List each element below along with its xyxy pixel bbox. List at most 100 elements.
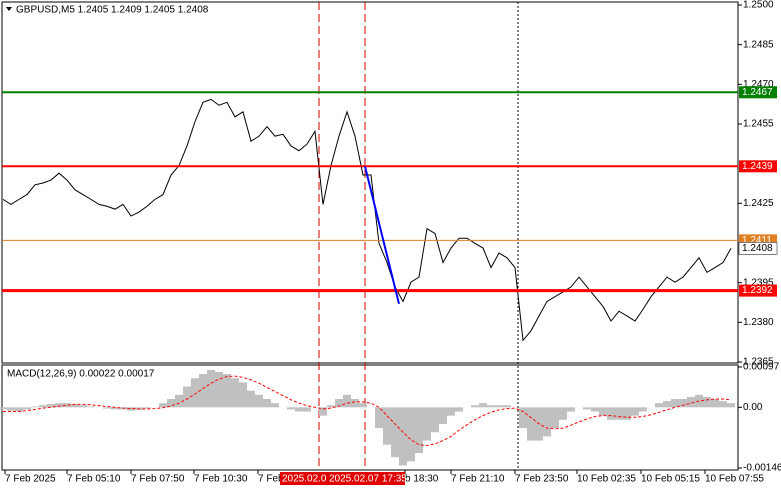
histogram-bar [431,407,439,433]
histogram-bar [175,394,183,408]
histogram-bar [0,407,7,410]
histogram-bar [631,407,639,416]
histogram-bar [487,405,495,408]
histogram-bar [455,407,463,412]
histogram-bar [471,405,479,408]
histogram-bar [319,407,327,416]
y-tick-label: 0.00097 [743,362,780,373]
x-tick-label: 7 Feb [258,474,284,485]
histogram-bar [447,407,455,416]
histogram-bar [71,403,79,408]
histogram-bar [671,399,679,408]
macd-title: MACD(12,26,9) 0.00022 0.00017 [7,369,155,380]
y-tick-label: 1.2380 [743,317,774,328]
y-tick-label: 1.2500 [743,0,774,11]
histogram-bar [391,407,399,458]
histogram-bar [47,403,55,408]
histogram-bar [143,407,151,409]
histogram-bar [663,401,671,408]
histogram-bar [383,407,391,445]
level-label: 1.2467 [742,87,773,98]
histogram-bar [591,407,599,412]
histogram-bar [87,406,95,408]
histogram-bar [39,405,47,408]
histogram-bar [303,407,311,412]
dropdown-icon [6,7,12,11]
histogram-bar [327,405,335,408]
trend-line [364,166,400,305]
histogram-bar [191,378,199,408]
histogram-bar [583,407,591,410]
histogram-bar [159,403,167,408]
histogram-bar [687,396,695,408]
histogram-bar [295,407,303,412]
signal-line [3,375,732,447]
histogram-bar [231,378,239,408]
histogram-bar [599,407,607,416]
histogram-bar [223,374,231,408]
y-tick-label: 1.2485 [743,39,774,50]
histogram-bar [215,371,223,408]
histogram-bar [79,405,87,408]
x-tick-label: 7 Feb 23:50 [515,474,569,485]
histogram-bar [7,407,15,411]
histogram-bar [23,407,31,410]
y-tick-label: 1.2425 [743,198,774,209]
histogram-bar [639,407,647,412]
histogram-bar [207,369,215,408]
histogram-bar [351,399,359,408]
y-tick-label: 1.2470 [743,79,774,90]
last-price-box [738,242,778,255]
x-tick-label: b 18:30 [405,474,439,485]
level-label-box [739,284,777,297]
histogram-bar [263,399,271,408]
histogram-bar [727,403,735,408]
histogram-bar [271,403,279,408]
histogram-bar [519,407,527,429]
y-tick-label: -0.00146 [743,463,781,474]
x-tick-label: 10 Feb 07:55 [705,474,764,485]
histogram-bar [255,394,263,408]
histogram-bar [503,405,511,408]
histogram-bar [495,405,503,408]
histogram-bar [359,403,367,408]
level-label: 1.2392 [742,285,773,296]
marker-label-box [327,472,405,485]
chart-title: GBPUSD,M5 1.2405 1.2409 1.2405 1.2408 [16,5,209,16]
marker-label-box [280,472,327,485]
level-label-box [739,86,777,99]
y-tick-label: 1.2395 [743,277,774,288]
histogram-bar [719,401,727,408]
histogram-bar [375,407,383,429]
histogram-bar [479,403,487,408]
histogram-bar [247,390,255,408]
x-tick-label: 7 Feb 10:30 [194,474,248,485]
histogram-bar [55,403,63,408]
histogram-bar [103,407,111,409]
histogram-bar [343,394,351,408]
x-tick-label: 7 Feb 05:10 [67,474,121,485]
histogram-bar [199,374,207,408]
histogram-bar [183,386,191,408]
y-tick-label: 1.2455 [743,119,774,130]
y-tick-label: 0.00 [743,402,763,413]
histogram-bar [551,407,559,429]
histogram-bar [167,399,175,408]
histogram-bar [679,399,687,408]
x-tick-label: 7 Feb 07:50 [131,474,185,485]
histogram-bar [711,399,719,408]
x-tick-label: 7 Feb 21:10 [451,474,505,485]
x-tick-label: 10 Feb 02:35 [577,474,636,485]
histogram-bar [111,407,119,410]
histogram-bar [239,382,247,408]
y-tick-label: 1.2365 [743,357,774,368]
histogram-bar [63,403,71,408]
histogram-bar [567,407,575,412]
histogram-bar [415,407,423,454]
histogram-bar [703,396,711,408]
histogram-bar [607,407,615,420]
histogram-bar [127,407,135,411]
histogram-bar [423,407,431,441]
histogram-bar [527,407,535,441]
histogram-bar [287,407,295,410]
